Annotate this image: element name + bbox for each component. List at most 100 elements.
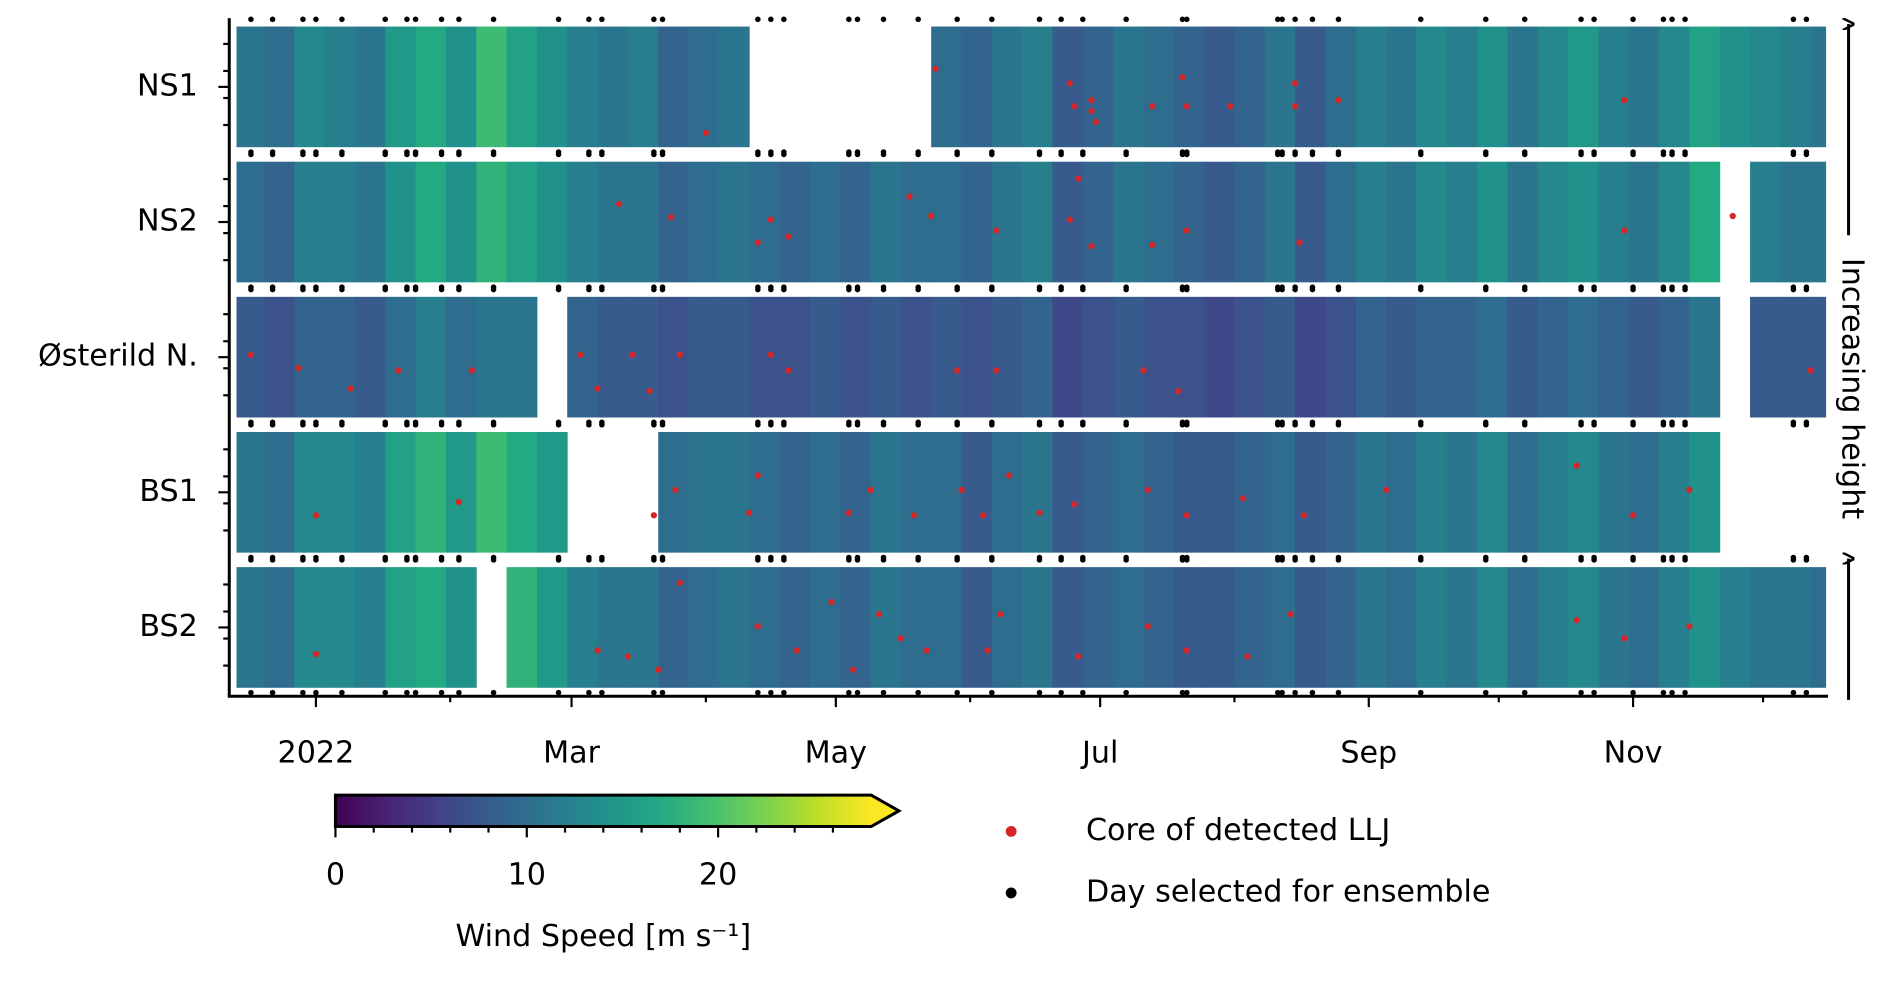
llj-core	[1088, 97, 1095, 104]
selected-day	[1335, 16, 1342, 23]
llj-core	[1088, 107, 1095, 115]
heat-cell	[870, 296, 902, 418]
heat-cell	[1113, 26, 1144, 148]
selected-day	[1482, 16, 1489, 23]
selected-day	[412, 689, 419, 696]
heat-cell	[445, 161, 477, 283]
selected-day	[456, 557, 462, 563]
heat-cell	[536, 567, 568, 688]
selected-day	[404, 689, 410, 696]
heat-cell	[236, 161, 265, 283]
selected-day	[313, 16, 319, 23]
heat-cell	[1477, 161, 1508, 283]
selected-day	[1335, 557, 1342, 563]
heat-cell	[900, 567, 932, 688]
selected-day	[1309, 16, 1316, 23]
selected-day	[248, 16, 254, 23]
llj-core	[594, 647, 601, 654]
selected-day	[404, 421, 410, 428]
selected-day	[1058, 689, 1064, 696]
y-tick-label: Østerild N.	[38, 339, 198, 374]
selected-day	[555, 151, 562, 158]
llj-core	[312, 512, 320, 519]
heat-cell	[567, 296, 599, 418]
heat-cell	[1355, 567, 1387, 688]
selected-day	[456, 151, 462, 158]
selected-day	[438, 421, 445, 428]
heat-cell	[870, 567, 902, 688]
llj-core	[867, 486, 874, 494]
selected-day	[954, 421, 960, 428]
heat-cell	[809, 296, 841, 418]
selected-day	[755, 16, 761, 23]
selected-day	[989, 689, 995, 696]
heat-cell	[961, 26, 993, 148]
heat-cell	[1598, 567, 1630, 688]
selected-day	[1591, 286, 1597, 293]
selected-day	[1123, 557, 1129, 563]
selected-day	[1036, 16, 1043, 23]
selected-day	[915, 16, 921, 23]
selected-day	[1179, 689, 1186, 696]
heat-cell	[779, 161, 811, 283]
x-tick-label: Mar	[543, 736, 600, 771]
heat-cell	[354, 26, 386, 148]
heat-cell	[1173, 26, 1205, 148]
heat-cell	[840, 431, 871, 553]
heat-cell	[567, 161, 599, 283]
selected-day	[404, 151, 410, 158]
heat-cell	[991, 431, 1023, 553]
selected-day	[1630, 286, 1636, 293]
heat-cell	[1386, 296, 1417, 418]
llj-core	[910, 512, 917, 519]
selected-day	[846, 16, 852, 23]
heat-cell	[385, 26, 417, 148]
heat-cell	[961, 567, 993, 688]
heat-cell	[1446, 431, 1478, 553]
selected-day	[1184, 16, 1190, 23]
heat-cell	[870, 161, 902, 283]
llj-core	[754, 623, 761, 630]
selected-day	[781, 151, 787, 158]
selected-day	[1669, 557, 1675, 563]
selected-day	[1630, 557, 1636, 563]
selected-day	[269, 421, 276, 428]
y-tick-label: BS2	[139, 609, 198, 644]
heat-cell	[718, 431, 750, 553]
selected-day	[300, 421, 306, 428]
colorbar-tick-label: 20	[699, 858, 737, 893]
heat-cell	[1325, 26, 1357, 148]
heat-cell	[597, 567, 629, 688]
llj-core	[455, 498, 463, 506]
heat-cell	[1780, 26, 1812, 148]
selected-day	[1578, 557, 1584, 563]
heat-cell	[1628, 296, 1660, 418]
selected-day	[1184, 421, 1190, 428]
heat-cell	[1416, 296, 1448, 418]
selected-day	[846, 286, 852, 293]
llj-core	[1291, 103, 1299, 110]
heat-cell	[1568, 431, 1599, 553]
selected-day	[269, 151, 276, 158]
llj-core	[1573, 462, 1580, 469]
heat-cell	[1295, 431, 1326, 553]
llj-core	[650, 512, 658, 519]
selected-day	[659, 286, 666, 293]
llj-core	[577, 351, 584, 358]
selected-day	[1036, 689, 1043, 696]
selected-day	[1669, 151, 1675, 158]
selected-day	[555, 16, 562, 23]
selected-day	[1660, 16, 1667, 23]
heat-cell	[1264, 296, 1296, 418]
selected-day	[880, 689, 887, 696]
selected-day	[313, 151, 319, 158]
selected-day	[1417, 16, 1424, 23]
heat-cell	[1689, 296, 1721, 418]
selected-day	[1275, 16, 1281, 23]
selected-day	[1309, 421, 1316, 428]
llj-core	[1088, 243, 1095, 250]
heat-cell	[1264, 161, 1296, 283]
selected-day	[768, 151, 774, 158]
selected-day	[854, 557, 861, 563]
